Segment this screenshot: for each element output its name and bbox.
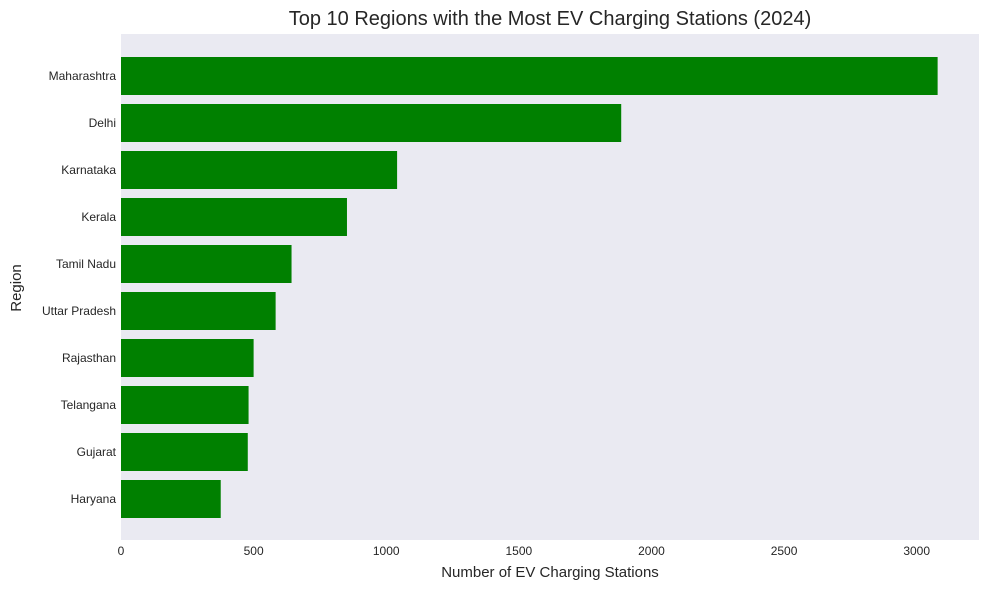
chart-title: Top 10 Regions with the Most EV Charging… xyxy=(289,8,812,30)
x-tick-label: 1500 xyxy=(505,544,532,558)
y-tick-label: Tamil Nadu xyxy=(56,257,116,271)
y-axis-label: Region xyxy=(8,264,25,312)
y-tick-label: Uttar Pradesh xyxy=(42,304,116,318)
y-tick-label: Telangana xyxy=(61,398,117,412)
bar-maharashtra xyxy=(121,57,938,95)
x-tick-label: 2500 xyxy=(771,544,798,558)
bars-group xyxy=(121,57,938,518)
bar-gujarat xyxy=(121,433,248,471)
y-tick-labels: Maharashtra Delhi Karnataka Kerala Tamil Nad… xyxy=(42,69,117,506)
x-axis-label: Number of EV Charging Stations xyxy=(441,564,659,581)
y-tick-label: Haryana xyxy=(71,492,117,506)
bar-uttar-pradesh xyxy=(121,292,276,330)
x-tick-label: 500 xyxy=(244,544,264,558)
y-tick-label: Delhi xyxy=(89,116,116,130)
y-tick-label: Gujarat xyxy=(77,445,117,459)
x-tick-label: 0 xyxy=(118,544,125,558)
bar-karnataka xyxy=(121,151,398,189)
x-tick-label: 2000 xyxy=(638,544,665,558)
x-tick-label: 3000 xyxy=(903,544,930,558)
y-tick-label: Rajasthan xyxy=(62,351,116,365)
y-tick-label: Kerala xyxy=(81,210,116,224)
x-tick-labels: 0 500 1000 1500 2000 2500 3000 xyxy=(118,544,931,558)
bar-rajasthan xyxy=(121,339,254,377)
bar-telangana xyxy=(121,386,249,424)
y-tick-label: Karnataka xyxy=(61,163,116,177)
bar-delhi xyxy=(121,104,622,142)
y-tick-label: Maharashtra xyxy=(49,69,117,83)
x-tick-label: 1000 xyxy=(373,544,400,558)
bar-kerala xyxy=(121,198,347,236)
bar-haryana xyxy=(121,480,221,518)
bar-tamil-nadu xyxy=(121,245,292,283)
